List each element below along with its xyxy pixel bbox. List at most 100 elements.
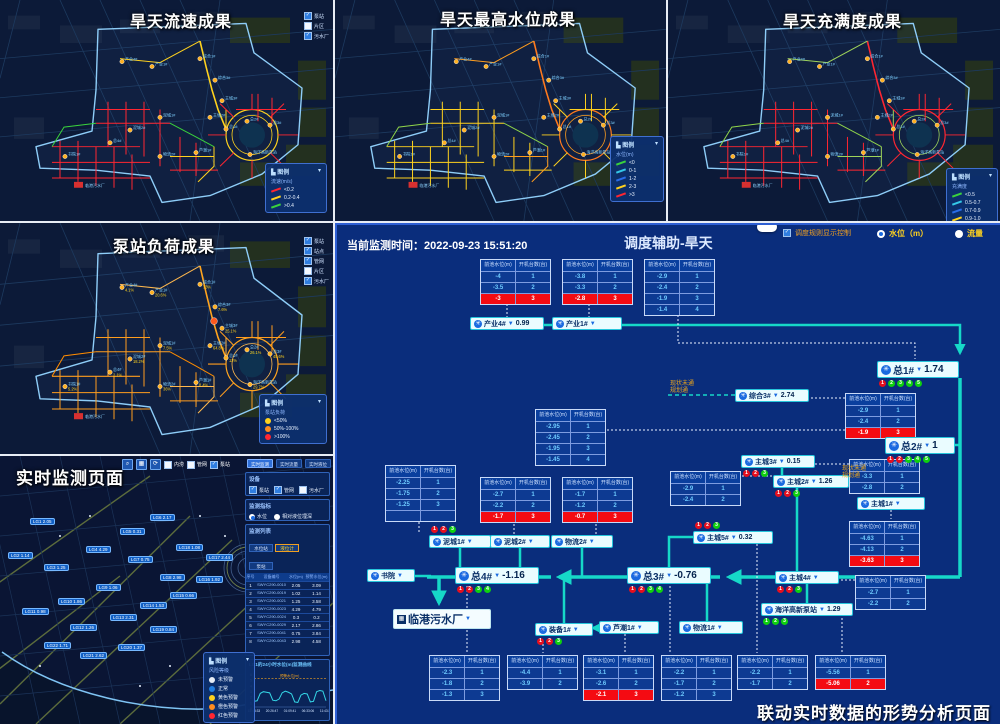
device-checkbox-row[interactable]: 污水厂: [299, 486, 324, 494]
map-toolbar-checkbox-row[interactable]: 内涝: [164, 460, 184, 469]
sidebar-top-button[interactable]: 实时监测: [247, 459, 273, 468]
map-station-tag[interactable]: LG20 1.37: [118, 644, 146, 652]
layer-checkbox-row[interactable]: ✓ 站点: [303, 247, 329, 255]
device-checkbox-row[interactable]: ✓ 管网: [274, 486, 294, 494]
layer-checkbox-row[interactable]: ✓ 污水厂: [303, 277, 329, 285]
device-checkbox[interactable]: ✓: [274, 486, 283, 494]
layers-icon[interactable]: ▦: [136, 459, 147, 470]
map-station-tag[interactable]: LG19 0.84: [150, 626, 178, 634]
map-station-tag[interactable]: LG22 1.71: [44, 642, 72, 650]
pump-node-3[interactable]: ✳ 综合3# ▼ 2.74: [735, 389, 809, 402]
layer-checkbox-row[interactable]: ✓ 管网: [303, 257, 329, 265]
layer-checkbox-row[interactable]: ✓ 泵站: [303, 12, 329, 20]
display-toggle[interactable]: [757, 225, 777, 232]
device-checkbox[interactable]: [299, 486, 308, 494]
pump-node-16[interactable]: ✳ 装备1# ▼: [535, 623, 593, 636]
metric-radio[interactable]: [274, 513, 281, 520]
map-toolbar-checkbox[interactable]: [164, 460, 172, 469]
pump-node-14[interactable]: ✳ 物流2# ▼: [551, 535, 613, 548]
list-tab[interactable]: 泵站: [249, 562, 273, 570]
map-station-tag[interactable]: LG16 1.92: [196, 576, 224, 584]
map-station-tag[interactable]: LG6 2.17: [150, 514, 175, 522]
map-station-tag[interactable]: LG17 2.44: [206, 554, 234, 562]
metric-radio-row[interactable]: 水位: [249, 513, 267, 520]
layer-checkbox[interactable]: ✓: [303, 277, 312, 285]
flow-radio[interactable]: [955, 229, 963, 238]
legend-collapse-icon[interactable]: ▾: [988, 173, 992, 179]
map-station-tag[interactable]: LG5 0.31: [120, 528, 145, 536]
table-row[interactable]: 1 SWYC290-0010 2.05 3.09: [246, 581, 329, 590]
pump-node-17[interactable]: ✳ 芦潮1# ▼: [599, 621, 659, 634]
device-checkbox-row[interactable]: ✓ 泵站: [249, 486, 269, 494]
rule-checkbox[interactable]: ✓: [783, 229, 791, 237]
velocity-map-canvas[interactable]: 产业4# 产业1# 综合1# 综合3# 主城3# 主城2# 总1# 总2# 总3# 泥城1# 泥城2…: [0, 0, 333, 221]
flow-radio-control[interactable]: 流量: [955, 228, 983, 239]
layer-checkbox[interactable]: ✓: [303, 237, 312, 245]
layer-checkbox[interactable]: ✓: [303, 247, 312, 255]
layer-checkbox-row[interactable]: ✓ 泵站: [303, 237, 329, 245]
pump-node-18[interactable]: ✳ 物流1# ▼: [679, 621, 743, 634]
rule-display-control[interactable]: ✓ 调度规则显示控制: [783, 228, 851, 238]
map-station-tag[interactable]: LG1 2.05: [30, 518, 55, 526]
pump-node-13[interactable]: ✳ 泥城2# ▼: [490, 535, 550, 548]
table-row[interactable]: 4 SWYC290-0023 4.29 4.79: [246, 605, 329, 614]
pump-node-2[interactable]: ✳ 总1# ▼ 1.74: [877, 361, 959, 378]
map-toolbar-checkbox[interactable]: ✓: [210, 460, 219, 469]
table-row[interactable]: 3 SWYC290-0021 1.25 3.58: [246, 597, 329, 606]
table-row[interactable]: 7 SWYC290-0041 0.75 3.84: [246, 629, 329, 638]
layer-checkbox[interactable]: [303, 267, 312, 275]
map-station-tag[interactable]: LG13 2.31: [110, 614, 138, 622]
map-station-tag[interactable]: LG9 1.06: [96, 584, 121, 592]
map-toolbar-checkbox[interactable]: [187, 460, 196, 469]
fullness-map-canvas[interactable]: 产业4# 产业1# 综合1# 综合3# 主城3# 主城2# 总1# 总2# 总3# 泥城1# 泥城2…: [668, 0, 1000, 221]
map-station-tag[interactable]: LG12 1.26: [70, 624, 98, 632]
map-toolbar-checkbox-row[interactable]: 管网: [187, 460, 207, 469]
layer-checkbox-row[interactable]: ✓ 污水厂: [303, 32, 329, 40]
map-station-tag[interactable]: LG10 1.86: [58, 598, 86, 606]
level-radio[interactable]: [877, 229, 885, 238]
list-tab[interactable]: 水位站: [249, 544, 273, 552]
sidebar-top-button[interactable]: 实时液位: [305, 459, 331, 468]
pump-node-5[interactable]: ✳ 主城3# ▼ 0.15: [741, 455, 815, 468]
pump-node-19[interactable]: ✳ 主城4# ▼: [775, 571, 839, 584]
refresh-icon[interactable]: ⟳: [150, 459, 161, 470]
pump-node-15[interactable]: ▦ 临港污水厂 ▼: [393, 609, 491, 629]
table-row[interactable]: 5 SWYC290-0024 0.3 0.2: [246, 613, 329, 622]
map-station-tag[interactable]: LG18 1.08: [176, 544, 204, 552]
pump-node-0[interactable]: ✳ 产业4# ▼ 0.99: [470, 317, 544, 330]
pump-node-1[interactable]: ✳ 产业1# ▼: [552, 317, 622, 330]
legend-collapse-icon[interactable]: ▾: [317, 399, 321, 405]
layer-checkbox[interactable]: ✓: [303, 257, 312, 265]
map-station-tag[interactable]: LG15 0.66: [170, 592, 198, 600]
legend-collapse-icon[interactable]: ▾: [654, 141, 658, 147]
layer-checkbox[interactable]: [303, 22, 312, 30]
table-row[interactable]: 8 SWYC290-0043 2.98 4.58: [246, 637, 329, 645]
list-tab[interactable]: 液位计: [275, 544, 299, 552]
map-station-tag[interactable]: LG11 0.98: [22, 608, 49, 616]
map-station-tag[interactable]: LG14 1.53: [140, 602, 168, 610]
pump-node-11[interactable]: ✳ 总3# ▼ -0.76: [627, 567, 711, 584]
map-station-tag[interactable]: LG4 4.29: [86, 546, 111, 554]
pump-node-6[interactable]: ✳ 主城2# ▼ 1.26: [773, 475, 849, 488]
metric-radio-row[interactable]: 相对液位埋深: [274, 513, 312, 520]
pump-node-9[interactable]: ✳ 书院 ▼: [367, 569, 415, 582]
metric-radio[interactable]: [249, 513, 255, 520]
map-station-tag[interactable]: LG2 1.14: [8, 552, 33, 560]
layer-checkbox[interactable]: ✓: [303, 12, 312, 20]
map-toolbar-checkbox-row[interactable]: ✓ 泵站: [210, 460, 230, 469]
device-checkbox[interactable]: ✓: [249, 486, 257, 494]
legend-collapse-icon[interactable]: ▾: [317, 168, 321, 174]
layer-checkbox-row[interactable]: 片区: [303, 267, 329, 275]
map-station-tag[interactable]: LG21 2.62: [80, 652, 108, 660]
pump-node-20[interactable]: ✳ 海洋高新泵站 ▼ 1.29: [761, 603, 853, 616]
pump-node-4[interactable]: ✳ 总2# ▼ 1: [885, 437, 955, 454]
pump-node-10[interactable]: ✳ 总4# ▼ -1.16: [455, 567, 539, 584]
map-station-tag[interactable]: LG7 0.75: [128, 556, 153, 564]
search-icon[interactable]: ⌕: [122, 459, 133, 470]
level-radio-control[interactable]: 水位（m）: [877, 228, 928, 239]
pump-node-12[interactable]: ✳ 泥城1# ▼: [429, 535, 491, 548]
map-station-tag[interactable]: LG8 2.98: [160, 574, 185, 582]
table-row[interactable]: 6 SWYC290-0029 2.17 2.86: [246, 621, 329, 630]
layer-checkbox[interactable]: ✓: [303, 32, 312, 40]
pump-node-7[interactable]: ✳ 主城1# ▼: [857, 497, 925, 510]
